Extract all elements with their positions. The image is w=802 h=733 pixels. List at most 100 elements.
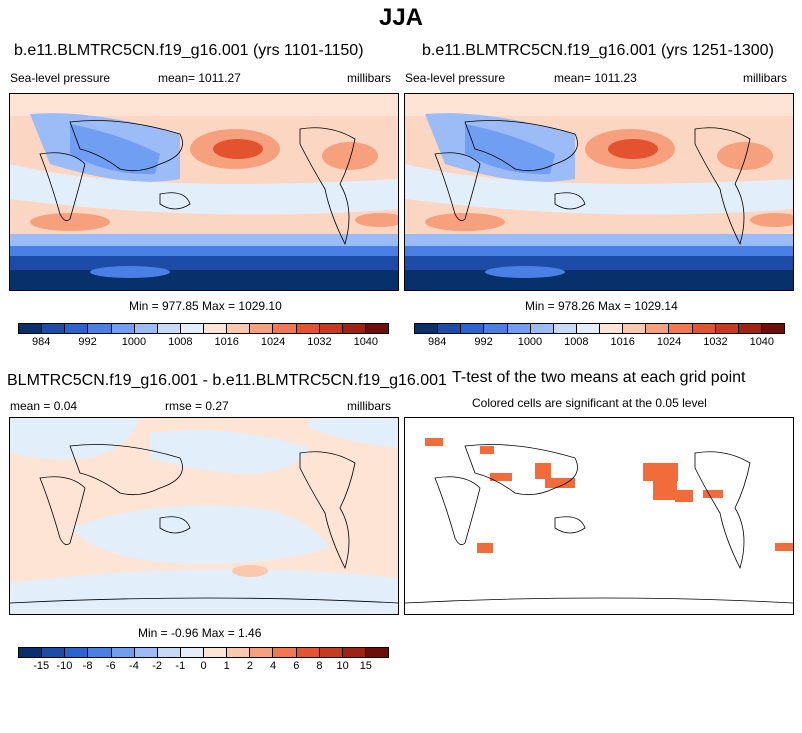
panel2-variable-label: Sea-level pressure (405, 71, 506, 85)
colorbar-tick-label: 1000 (121, 336, 147, 348)
colorbar-box-9 (227, 324, 251, 333)
colorbar-tick-label: 992 (78, 336, 97, 348)
colorbar-tick-label: -10 (56, 660, 73, 672)
panel1-map (9, 93, 399, 291)
panel1-minmax: Min = 977.85 Max = 1029.10 (129, 299, 282, 313)
colorbar-tick-label: 1040 (749, 336, 775, 348)
panel3-colorbar-ticks: -15 -10 -8 -6 -4 -2 -1 0 1 2 4 6 8 10 15 (18, 660, 389, 674)
colorbar-box-14 (738, 324, 762, 333)
colorbar-box-10 (250, 648, 274, 657)
colorbar-tick-label: -8 (82, 660, 93, 672)
colorbar-box-0 (19, 324, 43, 333)
colorbar-box-7 (576, 324, 600, 333)
colorbar-tick-label: 984 (32, 336, 51, 348)
colorbar-tick-label: 1032 (703, 336, 728, 348)
colorbar-tick-label: 1000 (517, 336, 543, 348)
colorbar-tick-label: 1032 (307, 336, 332, 348)
colorbar-box-15 (365, 648, 388, 657)
colorbar-tick-label: -2 (152, 660, 163, 672)
colorbar-tick-label: 2 (246, 660, 253, 672)
colorbar-box-6 (553, 324, 577, 333)
panel3-title: BLMTRC5CN.f19_g16.001 - b.e11.BLMTRC5CN.… (7, 372, 447, 389)
colorbar-box-1 (42, 648, 66, 657)
colorbar-box-3 (88, 324, 112, 333)
panel2-units: millibars (743, 71, 788, 85)
colorbar-tick-label: 1024 (656, 336, 682, 348)
colorbar-box-7 (180, 648, 204, 657)
panel1-title: b.e11.BLMTRC5CN.f19_g16.001 (yrs 1101-11… (14, 42, 364, 59)
colorbar-box-10 (646, 324, 670, 333)
panel1-units: millibars (347, 71, 392, 85)
colorbar-tick-label: 1016 (214, 336, 239, 348)
colorbar-box-5 (530, 324, 554, 333)
colorbar-box-13 (319, 648, 343, 657)
panel1-mean: mean= 1011.27 (158, 71, 241, 85)
colorbar-box-6 (157, 324, 181, 333)
colorbar-box-1 (42, 324, 66, 333)
colorbar-box-0 (415, 324, 439, 333)
panel4-title: T-test of the two means at each grid poi… (452, 369, 746, 386)
colorbar-box-12 (692, 324, 716, 333)
colorbar-box-5 (134, 324, 158, 333)
panel2-minmax: Min = 978.26 Max = 1029.14 (525, 299, 678, 313)
colorbar-box-8 (204, 324, 228, 333)
colorbar-box-14 (342, 324, 366, 333)
colorbar-box-0 (19, 648, 43, 657)
colorbar-tick-label: 1016 (610, 336, 635, 348)
colorbar-tick-label: 1 (223, 660, 230, 672)
colorbar-box-2 (65, 324, 89, 333)
colorbar-box-3 (88, 648, 112, 657)
panel3-mean: mean = 0.04 (10, 399, 78, 413)
panel2-mean: mean= 1011.23 (554, 71, 637, 85)
colorbar-tick-label: -1 (175, 660, 186, 672)
panel2-colorbar (414, 323, 785, 334)
colorbar-box-9 (227, 648, 251, 657)
colorbar-box-4 (111, 324, 135, 333)
panel3-units: millibars (347, 399, 392, 413)
colorbar-box-11 (669, 324, 693, 333)
colorbar-tick-label: 992 (474, 336, 493, 348)
panel1-colorbar-ticks: 984 992 1000 1008 1016 1024 1032 1040 (18, 336, 389, 350)
colorbar-box-1 (438, 324, 462, 333)
colorbar-box-13 (319, 324, 343, 333)
figure-title: JJA (378, 4, 424, 31)
colorbar-box-9 (623, 324, 647, 333)
colorbar-tick-label: 984 (428, 336, 447, 348)
colorbar-box-12 (296, 324, 320, 333)
colorbar-box-15 (365, 324, 388, 333)
panel2-colorbar-ticks: 984 992 1000 1008 1016 1024 1032 1040 (414, 336, 785, 350)
panel1-variable-label: Sea-level pressure (10, 71, 111, 85)
colorbar-box-15 (761, 324, 784, 333)
colorbar-box-7 (180, 324, 204, 333)
colorbar-tick-label: 1040 (353, 336, 379, 348)
panel3-colorbar (18, 647, 389, 658)
colorbar-box-12 (296, 648, 320, 657)
colorbar-box-14 (342, 648, 366, 657)
colorbar-box-6 (157, 648, 181, 657)
colorbar-box-8 (600, 324, 624, 333)
colorbar-box-8 (204, 648, 228, 657)
colorbar-tick-label: 0 (200, 660, 207, 672)
colorbar-box-10 (250, 324, 274, 333)
colorbar-tick-label: 1008 (168, 336, 193, 348)
panel1-colorbar (18, 323, 389, 334)
colorbar-box-13 (715, 324, 739, 333)
colorbar-box-2 (65, 648, 89, 657)
panel4-map (404, 417, 794, 615)
colorbar-box-11 (273, 324, 297, 333)
colorbar-box-2 (461, 324, 485, 333)
colorbar-box-4 (111, 648, 135, 657)
colorbar-tick-label: 10 (336, 660, 349, 672)
colorbar-tick-label: 6 (293, 660, 300, 672)
colorbar-tick-label: 1008 (564, 336, 589, 348)
colorbar-box-4 (507, 324, 531, 333)
colorbar-tick-label: 4 (270, 660, 277, 672)
colorbar-box-11 (273, 648, 297, 657)
panel3-minmax: Min = -0.96 Max = 1.46 (138, 626, 262, 640)
colorbar-tick-label: 15 (359, 660, 372, 672)
colorbar-tick-label: 1024 (260, 336, 286, 348)
colorbar-box-3 (484, 324, 508, 333)
colorbar-box-5 (134, 648, 158, 657)
panel2-map (404, 93, 794, 291)
colorbar-tick-label: -6 (105, 660, 116, 672)
